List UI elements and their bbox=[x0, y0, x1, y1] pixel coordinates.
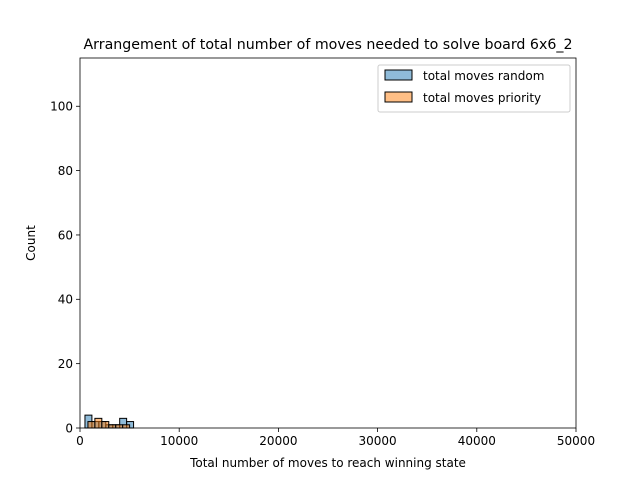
plot-area bbox=[80, 58, 576, 428]
y-axis: 0 20 40 60 80 100 bbox=[50, 100, 80, 435]
x-tick-label-1: 10000 bbox=[160, 434, 198, 448]
legend-label-random: total moves random bbox=[423, 69, 544, 83]
x-tick-label-2: 20000 bbox=[259, 434, 297, 448]
bar-priority-1 bbox=[94, 417, 103, 429]
y-tick-label-1: 20 bbox=[58, 357, 73, 371]
bar-priority-4 bbox=[115, 424, 124, 429]
x-tick-label-3: 30000 bbox=[359, 434, 397, 448]
bar-priority-2 bbox=[101, 421, 110, 429]
bar-priority-5 bbox=[122, 424, 131, 429]
y-axis-label: Count bbox=[24, 225, 38, 261]
y-tick-label-5: 100 bbox=[50, 100, 73, 114]
plot-frame bbox=[79, 57, 577, 429]
y-tick-label-3: 60 bbox=[58, 228, 73, 242]
legend: total moves random total moves priority bbox=[377, 64, 571, 113]
x-axis: 0 10000 20000 30000 40000 50000 bbox=[76, 428, 595, 448]
bar-priority-0 bbox=[87, 421, 96, 429]
y-tick-label-2: 40 bbox=[58, 293, 73, 307]
chart-title: Arrangement of total number of moves nee… bbox=[83, 37, 572, 53]
y-tick-label-0: 0 bbox=[65, 421, 73, 435]
legend-box bbox=[377, 64, 571, 113]
y-tick-label-4: 80 bbox=[58, 164, 73, 178]
x-tick-label-4: 40000 bbox=[458, 434, 496, 448]
x-tick-label-0: 0 bbox=[76, 434, 84, 448]
legend-swatch-random bbox=[384, 69, 413, 81]
legend-swatch-priority bbox=[384, 91, 413, 103]
legend-label-priority: total moves priority bbox=[423, 91, 541, 105]
x-axis-label: Total number of moves to reach winning s… bbox=[189, 456, 466, 470]
x-tick-label-5: 50000 bbox=[557, 434, 595, 448]
bar-priority-3 bbox=[108, 424, 117, 429]
